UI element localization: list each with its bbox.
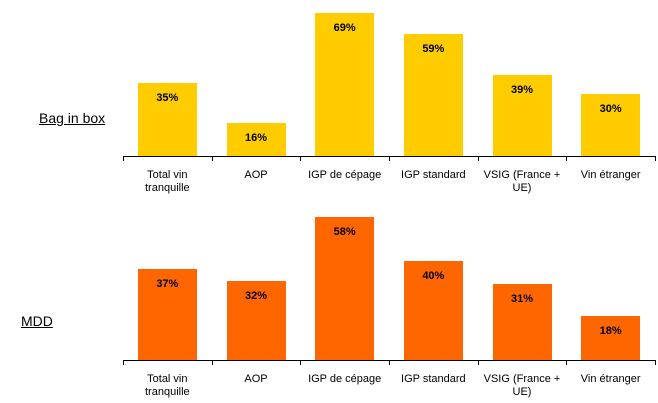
axis-tick [477,360,479,365]
axis-tick [300,360,302,365]
value-label: 32% [244,290,268,303]
x-tick-label: Vin étranger [580,169,641,181]
value-label: 16% [244,131,268,144]
chart-title: MDD [21,313,53,329]
bar [226,122,286,156]
bar [403,33,463,156]
axis-tick [211,360,213,365]
value-label: 39% [510,84,534,97]
bar [581,315,641,360]
axis-tick [655,156,656,161]
axis-tick [300,156,302,161]
bar [492,283,552,360]
axis-tick [123,360,124,365]
bar [492,75,552,156]
value-label: 18% [599,324,622,337]
axis-tick [389,156,390,161]
bar [137,83,197,156]
axis-tick [211,156,213,161]
x-tick-label: IGP de cépage [308,373,382,385]
x-tick-label: IGP standard [401,373,466,385]
axis-tick [123,156,124,161]
bar [137,268,197,360]
x-tick-label: AOP [244,169,268,181]
value-label: 30% [599,102,622,115]
x-tick-label: Vin étranger [580,373,641,385]
x-tick-label: IGP de cépage [308,169,382,181]
bar [226,281,286,360]
axis-tick [389,360,390,365]
bar [403,261,463,360]
bar [315,217,375,360]
axis-tick [566,156,568,161]
chart-title: Bag in box [39,110,106,126]
x-tick-label: VSIG (France + UE) [483,169,561,194]
value-label: 35% [156,92,179,105]
value-label: 31% [510,292,534,305]
x-tick-label: Total vin tranquille [145,169,190,194]
value-label: 69% [333,22,356,34]
axis-tick [655,360,656,365]
bar [315,13,375,156]
axis-tick [566,360,568,365]
x-tick-label: Total vin tranquille [145,373,190,398]
axis-tick [477,156,479,161]
value-label: 59% [422,42,445,55]
x-tick-label: IGP standard [401,169,466,181]
value-label: 37% [156,277,179,290]
x-tick-label: AOP [244,373,268,385]
value-label: 58% [333,226,356,238]
bar [581,93,641,156]
x-tick-label: VSIG (France + UE) [483,373,561,398]
value-label: 40% [422,270,445,283]
